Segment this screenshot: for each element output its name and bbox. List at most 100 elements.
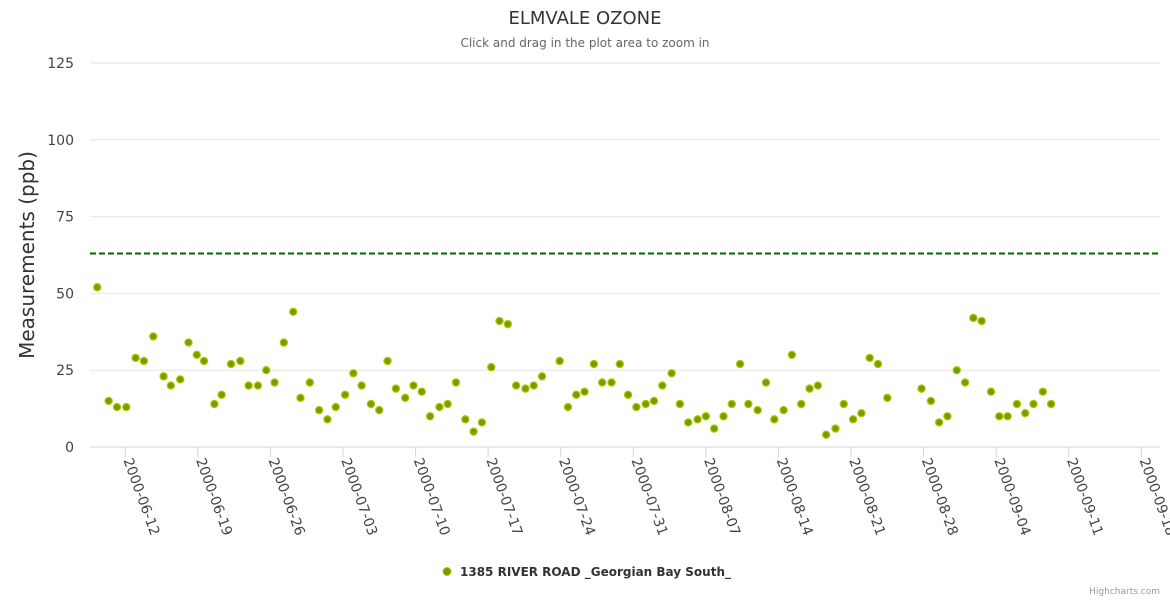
data-point[interactable] (839, 399, 848, 409)
legend-label[interactable]: 1385 RIVER ROAD _Georgian Bay South_ (460, 565, 731, 580)
data-point[interactable] (865, 353, 874, 363)
data-point[interactable] (296, 393, 305, 403)
data-point[interactable] (649, 396, 659, 406)
data-point[interactable] (934, 418, 944, 427)
data-point[interactable] (435, 402, 444, 412)
data-point[interactable] (797, 399, 806, 409)
data-point[interactable] (770, 415, 779, 424)
data-point[interactable] (572, 390, 581, 399)
data-point[interactable] (857, 409, 866, 418)
data-point[interactable] (139, 356, 149, 366)
data-point[interactable] (537, 372, 547, 381)
data-point[interactable] (270, 378, 279, 387)
data-point[interactable] (675, 399, 685, 409)
data-point[interactable] (131, 353, 140, 363)
data-point[interactable] (1012, 399, 1022, 409)
data-point[interactable] (641, 399, 650, 409)
data-point[interactable] (93, 283, 102, 292)
data-point[interactable] (199, 356, 209, 366)
data-point[interactable] (917, 384, 926, 393)
data-point[interactable] (883, 393, 892, 403)
data-point[interactable] (926, 396, 936, 406)
data-point[interactable] (555, 356, 564, 366)
data-point[interactable] (391, 384, 401, 393)
data-point[interactable] (943, 412, 952, 421)
data-point[interactable] (658, 381, 667, 390)
data-point[interactable] (192, 350, 201, 360)
data-point[interactable] (779, 405, 788, 415)
data-point[interactable] (122, 402, 131, 412)
data-point[interactable] (563, 402, 573, 412)
data-point[interactable] (226, 359, 236, 369)
data-point[interactable] (166, 381, 176, 390)
data-point[interactable] (469, 427, 478, 436)
data-point[interactable] (580, 387, 589, 396)
data-point[interactable] (176, 375, 185, 384)
data-point[interactable] (511, 381, 521, 390)
data-point[interactable] (623, 390, 633, 399)
data-point[interactable] (349, 369, 358, 378)
data-point[interactable] (1029, 399, 1038, 409)
data-point[interactable] (632, 402, 641, 412)
data-point[interactable] (727, 399, 736, 409)
data-point[interactable] (744, 399, 753, 409)
data-point[interactable] (104, 396, 113, 406)
data-point[interactable] (1003, 412, 1012, 421)
data-point[interactable] (244, 381, 253, 390)
data-point[interactable] (236, 356, 245, 366)
data-point[interactable] (735, 359, 745, 369)
data-point[interactable] (529, 381, 538, 390)
legend-marker[interactable] (442, 567, 452, 576)
data-point[interactable] (821, 430, 831, 439)
data-point[interactable] (805, 384, 814, 393)
data-point[interactable] (425, 412, 435, 421)
data-point[interactable] (323, 415, 332, 424)
data-point[interactable] (873, 359, 883, 369)
data-point[interactable] (210, 399, 219, 409)
data-point[interactable] (340, 390, 350, 399)
data-point[interactable] (383, 356, 392, 366)
data-point[interactable] (597, 378, 607, 387)
data-point[interactable] (279, 338, 289, 347)
data-point[interactable] (331, 402, 340, 412)
data-point[interactable] (1021, 409, 1030, 418)
data-point[interactable] (461, 415, 470, 424)
data-point[interactable] (701, 412, 711, 421)
data-point[interactable] (848, 415, 858, 424)
data-point[interactable] (451, 378, 461, 387)
data-point[interactable] (813, 381, 823, 390)
data-point[interactable] (149, 332, 158, 341)
data-point[interactable] (709, 424, 719, 433)
data-point[interactable] (477, 418, 487, 427)
data-point[interactable] (787, 350, 797, 360)
data-point[interactable] (112, 402, 122, 412)
data-point[interactable] (995, 412, 1004, 421)
data-point[interactable] (217, 390, 226, 399)
data-point[interactable] (443, 399, 452, 409)
data-point[interactable] (986, 387, 996, 396)
data-point[interactable] (1046, 399, 1056, 409)
data-point[interactable] (969, 313, 978, 323)
data-point[interactable] (503, 319, 513, 329)
data-point[interactable] (667, 369, 676, 378)
data-point[interactable] (159, 372, 168, 381)
points-layer[interactable] (93, 283, 1056, 439)
data-point[interactable] (693, 415, 702, 424)
data-point[interactable] (1038, 387, 1048, 396)
data-point[interactable] (684, 418, 693, 427)
data-point[interactable] (719, 412, 728, 421)
legend[interactable]: 1385 RIVER ROAD _Georgian Bay South_ (442, 565, 731, 580)
data-point[interactable] (375, 405, 384, 415)
data-point[interactable] (960, 378, 970, 387)
data-point[interactable] (366, 399, 376, 409)
data-point[interactable] (262, 366, 271, 375)
data-point[interactable] (589, 359, 599, 369)
data-point[interactable] (977, 316, 986, 326)
credits-link[interactable]: Highcharts.com (1089, 587, 1160, 597)
data-point[interactable] (952, 366, 961, 375)
data-point[interactable] (607, 378, 616, 387)
data-point[interactable] (400, 393, 410, 403)
data-point[interactable] (487, 362, 496, 372)
data-point[interactable] (314, 405, 324, 415)
data-point[interactable] (753, 405, 762, 415)
